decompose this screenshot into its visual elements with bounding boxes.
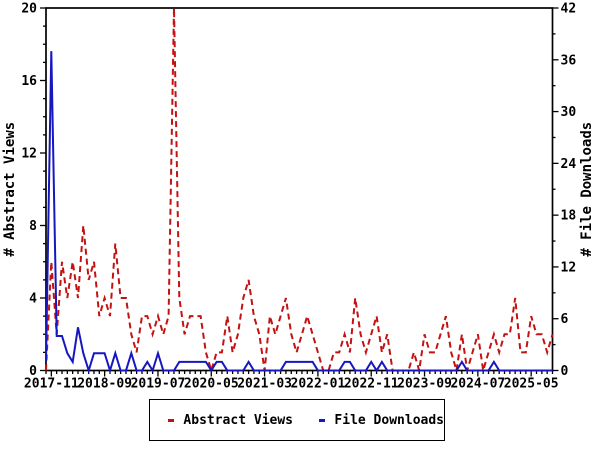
x-tick-label: 2024-07	[450, 377, 505, 392]
right-axis-title: # File Downloads	[579, 122, 595, 257]
x-tick-label: 2022-01	[291, 377, 346, 392]
left-tick-label: 0	[29, 364, 37, 379]
left-axis-title: # Abstract Views	[2, 122, 18, 257]
right-tick-label: 18	[561, 209, 577, 224]
legend-swatch-abstract-views	[168, 418, 175, 422]
x-tick-label: 2020-05	[184, 377, 239, 392]
x-tick-label: 2023-09	[397, 377, 452, 392]
legend-label-file-downloads: File Downloads	[334, 412, 444, 428]
left-tick-label: 4	[29, 292, 37, 307]
series-line-file-downloads	[45, 51, 553, 374]
right-tick-label: 6	[561, 312, 569, 327]
series-line-abstract-views	[45, 7, 554, 375]
x-tick-label: 2018-09	[77, 377, 132, 392]
left-tick-label: 12	[21, 147, 37, 162]
right-tick-label: 36	[561, 53, 577, 68]
x-tick-label: 2025-05	[504, 377, 559, 392]
x-tick-label: 2017-11	[24, 377, 79, 392]
legend: Abstract Views File Downloads	[149, 399, 445, 441]
legend-swatch-file-downloads	[319, 418, 326, 422]
plot-frame	[45, 7, 554, 372]
legend-label-abstract-views: Abstract Views	[183, 412, 293, 428]
x-tick-label: 2022-11	[344, 377, 399, 392]
right-tick-label: 30	[561, 105, 577, 120]
right-tick-label: 24	[561, 157, 577, 172]
right-tick-label: 12	[561, 260, 577, 275]
left-tick-label: 16	[21, 74, 37, 89]
right-tick-label: 0	[561, 364, 569, 379]
left-tick-label: 8	[29, 219, 37, 234]
x-tick-label: 2021-03	[237, 377, 292, 392]
left-tick-label: 20	[21, 2, 37, 17]
right-tick-label: 42	[561, 2, 577, 17]
x-tick-label: 2019-07	[131, 377, 186, 392]
